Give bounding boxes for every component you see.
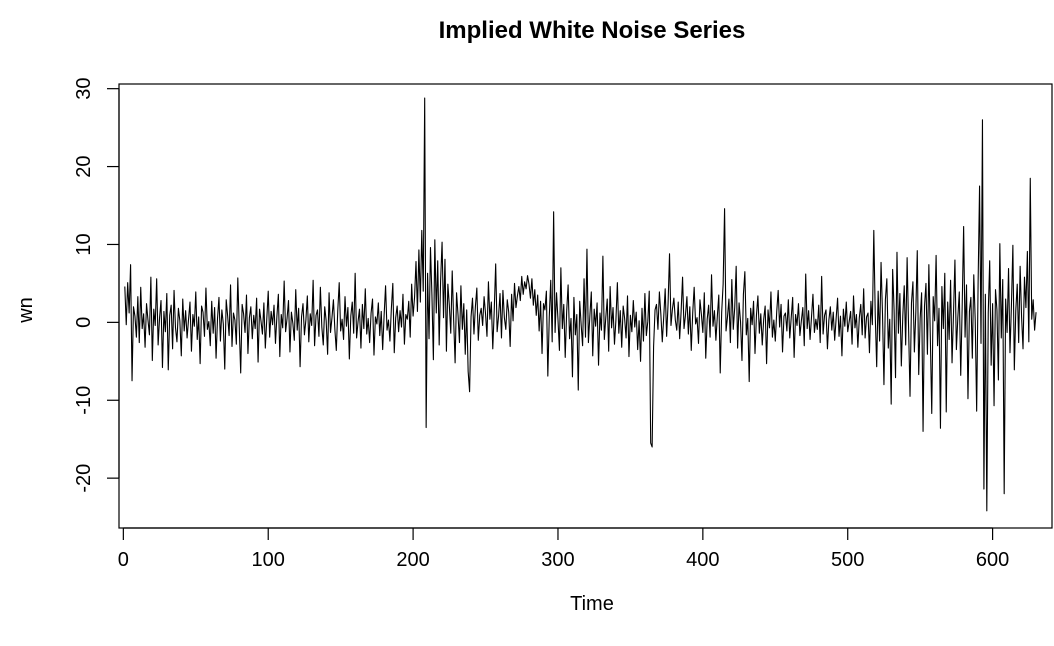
x-tick-label: 600 <box>976 549 1009 571</box>
x-tick-label: 0 <box>118 549 129 571</box>
y-tick-label: 30 <box>73 78 95 100</box>
y-tick-label: -20 <box>73 464 95 493</box>
x-tick-label: 400 <box>686 549 719 571</box>
data-layer <box>124 97 1037 512</box>
y-tick-label: 10 <box>73 233 95 255</box>
y-tick-label: 0 <box>73 317 95 328</box>
y-tick-label: 20 <box>73 155 95 177</box>
x-axis-label: Time <box>570 593 614 615</box>
series-line-0 <box>124 97 1037 512</box>
y-tick-label: -10 <box>73 386 95 415</box>
x-axis: 0 100 200 300 400 500 600 <box>118 527 1009 571</box>
x-tick-label: 300 <box>541 549 574 571</box>
x-tick-label: 200 <box>396 549 429 571</box>
chart-title: Implied White Noise Series <box>439 17 746 44</box>
x-tick-label: 100 <box>252 549 285 571</box>
x-tick-label: 500 <box>831 549 864 571</box>
y-axis-label: wn <box>15 297 37 324</box>
y-axis: -20 -10 0 10 20 30 <box>73 78 120 493</box>
